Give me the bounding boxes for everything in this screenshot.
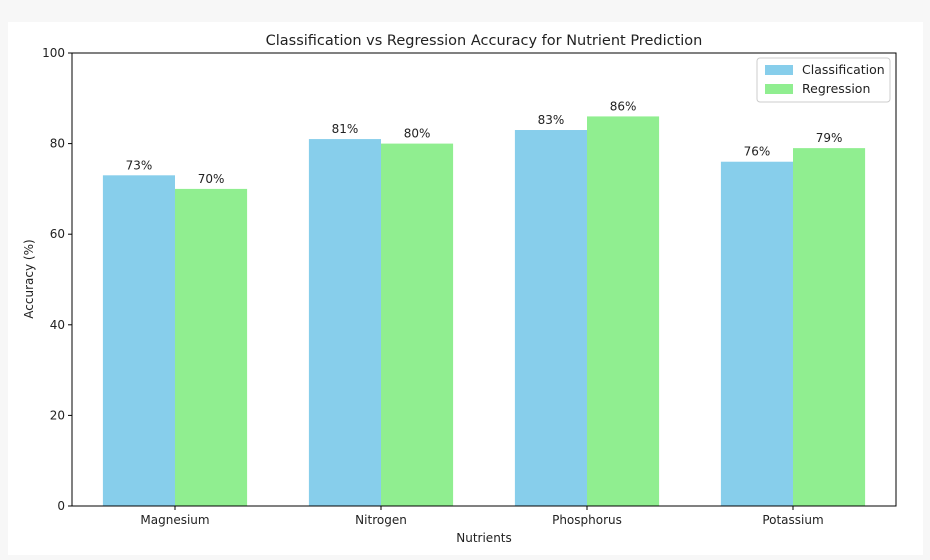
bar-classification-potassium xyxy=(720,161,793,506)
legend-label-regression: Regression xyxy=(802,81,870,96)
x-tick-label-phosphorus: Phosphorus xyxy=(552,513,622,527)
bar-classification-phosphorus xyxy=(514,130,587,506)
legend-swatch-regression xyxy=(765,84,793,94)
bar-regression-magnesium xyxy=(175,188,248,506)
y-tick-label-60: 60 xyxy=(50,227,65,241)
data-label-classification-magnesium: 73% xyxy=(126,158,153,172)
bar-classification-nitrogen xyxy=(308,139,381,506)
data-label-regression-nitrogen: 80% xyxy=(404,127,431,141)
y-tick-label-100: 100 xyxy=(42,46,65,60)
ticks-layer: 0 20 40 60 80 100 Magnesium Nitrogen Phosphorus P… xyxy=(42,46,824,527)
data-label-regression-magnesium: 70% xyxy=(198,172,225,186)
data-label-classification-potassium: 76% xyxy=(744,145,771,159)
data-label-regression-phosphorus: 86% xyxy=(610,99,637,113)
bar-regression-phosphorus xyxy=(587,116,660,507)
y-tick-label-0: 0 xyxy=(57,499,65,513)
y-tick-label-40: 40 xyxy=(50,318,65,332)
data-labels-layer: 73% 70% 81% 80% 83% 86% 76% 79% xyxy=(126,99,843,185)
legend: Classification Regression xyxy=(756,57,891,103)
bar-regression-potassium xyxy=(793,148,866,506)
y-tick-label-20: 20 xyxy=(50,408,65,422)
x-tick-label-magnesium: Magnesium xyxy=(140,513,209,527)
x-axis-label: Nutrients xyxy=(456,531,512,545)
y-axis-label: Accuracy (%) xyxy=(22,239,36,318)
axes-layer xyxy=(71,52,897,507)
bar-classification-magnesium xyxy=(102,175,175,506)
plot-frame xyxy=(71,52,897,507)
y-tick-label-80: 80 xyxy=(50,137,65,151)
x-tick-label-nitrogen: Nitrogen xyxy=(355,513,407,527)
bars-layer xyxy=(102,116,866,507)
bar-regression-nitrogen xyxy=(381,143,454,506)
x-tick-label-potassium: Potassium xyxy=(762,513,823,527)
data-label-classification-phosphorus: 83% xyxy=(538,113,565,127)
data-label-classification-nitrogen: 81% xyxy=(332,122,359,136)
legend-swatch-classification xyxy=(765,65,793,75)
legend-label-classification: Classification xyxy=(802,62,885,77)
chart-title: Classification vs Regression Accuracy fo… xyxy=(266,33,703,49)
data-label-regression-potassium: 79% xyxy=(816,131,843,145)
